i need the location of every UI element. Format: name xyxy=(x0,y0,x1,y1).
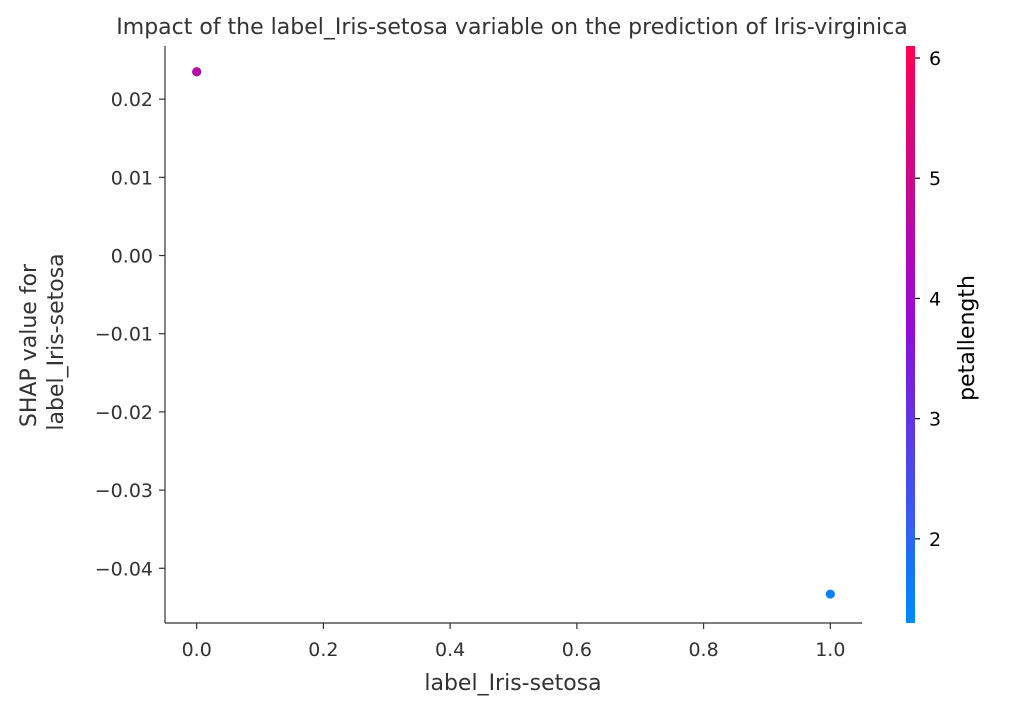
x-tick-label: 0.2 xyxy=(308,639,338,661)
colorbar-tick-label: 3 xyxy=(929,409,941,431)
colorbar-tick-label: 4 xyxy=(929,288,941,310)
x-tick-label: 0.6 xyxy=(562,639,592,661)
y-axis-label-line2: label_Iris-setosa xyxy=(44,253,69,430)
data-point xyxy=(825,589,835,599)
colorbar xyxy=(906,46,915,623)
y-tick-label: 0.02 xyxy=(111,89,153,111)
colorbar-tick-label: 5 xyxy=(929,168,941,190)
data-point xyxy=(192,67,202,77)
y-tick-label: −0.04 xyxy=(95,558,153,580)
x-ticks: 0.0 0.2 0.4 0.6 0.8 1.0 xyxy=(182,623,845,661)
y-tick-label: −0.02 xyxy=(95,402,153,424)
x-tick-label: 0.8 xyxy=(688,639,718,661)
y-ticks: 0.02 0.01 0.00 −0.01 −0.02 −0.03 −0.04 xyxy=(95,89,165,580)
y-axis-label-line1: SHAP value for xyxy=(17,263,42,427)
colorbar-tick-label: 2 xyxy=(929,529,941,551)
y-axis-label: SHAP value for label_Iris-setosa xyxy=(17,253,69,430)
y-tick-label: 0.00 xyxy=(111,246,153,268)
y-tick-label: −0.01 xyxy=(95,324,153,346)
x-axis-label: label_Iris-setosa xyxy=(424,671,601,696)
x-tick-label: 0.4 xyxy=(435,639,465,661)
colorbar-ticks: 2 3 4 5 6 xyxy=(915,48,941,551)
colorbar-tick-label: 6 xyxy=(929,48,941,70)
x-tick-label: 0.0 xyxy=(182,639,212,661)
plot-area xyxy=(192,67,835,599)
colorbar-label: petallength xyxy=(955,275,980,401)
y-tick-label: −0.03 xyxy=(95,480,153,502)
y-tick-label: 0.01 xyxy=(111,167,153,189)
x-tick-label: 1.0 xyxy=(815,639,845,661)
chart-title: Impact of the label_Iris-setosa variable… xyxy=(116,15,907,40)
